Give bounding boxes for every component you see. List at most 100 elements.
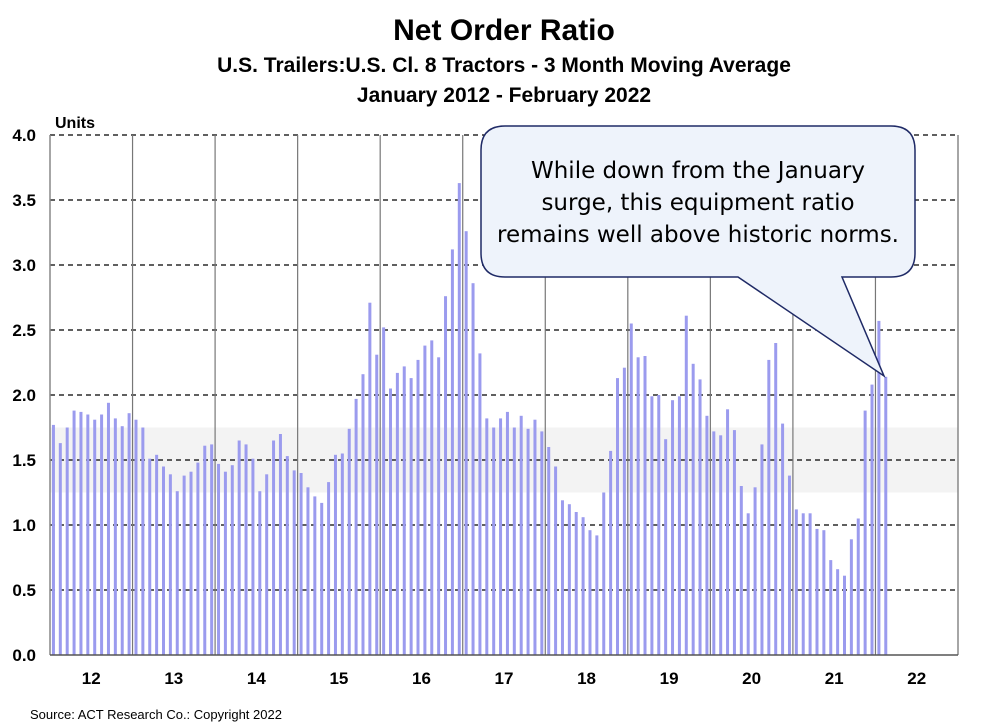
bar-18-1 — [547, 447, 551, 655]
bar-17-7 — [505, 411, 509, 655]
bar-20-10 — [774, 343, 778, 655]
callout-text: surge, this equipment ratio — [541, 190, 854, 216]
bar-21-9 — [849, 539, 853, 655]
bar-14-7 — [258, 491, 262, 655]
bar-16-4 — [402, 366, 406, 655]
bar-17-6 — [499, 418, 503, 655]
bar-16-7 — [423, 345, 427, 655]
bar-18-11 — [616, 378, 619, 655]
x-tick-label: 20 — [742, 669, 761, 688]
bar-21-10 — [856, 518, 860, 655]
bar-18-6 — [581, 517, 585, 655]
bar-20-2 — [719, 435, 723, 655]
y-tick-label: 2.5 — [12, 321, 36, 340]
bar-16-12 — [457, 183, 461, 655]
bar-20-5 — [739, 486, 743, 655]
bar-15-7 — [340, 453, 344, 655]
bar-18-9 — [602, 492, 606, 655]
bar-14-6 — [251, 458, 255, 655]
bar-19-2 — [636, 357, 640, 655]
bar-20-12 — [787, 475, 791, 655]
bar-21-6 — [829, 560, 833, 655]
bar-17-12 — [540, 431, 544, 655]
bar-14-12 — [292, 470, 296, 655]
y-tick-label: 3.0 — [12, 256, 36, 275]
bar-21-8 — [843, 575, 846, 655]
bar-17-2 — [471, 283, 475, 655]
bar-13-5 — [162, 466, 165, 655]
bar-12-8 — [100, 414, 104, 655]
bar-13-9 — [189, 471, 193, 655]
bar-19-1 — [629, 323, 633, 655]
bar-14-5 — [244, 444, 248, 655]
bar-15-1 — [299, 473, 303, 655]
bar-13-2 — [141, 427, 145, 655]
bar-18-5 — [574, 512, 578, 655]
bar-17-1 — [464, 231, 468, 655]
y-tick-label: 0.0 — [12, 646, 36, 665]
callout-text: remains well above historic norms. — [497, 222, 899, 248]
y-tick-label: 2.0 — [12, 386, 36, 405]
bar-18-3 — [560, 500, 564, 655]
bar-18-7 — [588, 530, 592, 655]
bar-18-2 — [554, 466, 558, 655]
bar-19-9 — [684, 315, 688, 655]
bar-12-3 — [65, 427, 69, 655]
y-tick-label: 0.5 — [12, 581, 36, 600]
chart-period: January 2012 - February 2022 — [356, 84, 652, 107]
bar-21-7 — [836, 569, 840, 655]
callout-text: While down from the January — [531, 158, 865, 184]
x-tick-label: 14 — [247, 669, 266, 688]
bar-17-8 — [512, 427, 516, 655]
bar-12-7 — [93, 419, 97, 655]
bar-19-7 — [671, 400, 675, 655]
bar-17-9 — [519, 415, 523, 655]
bar-12-5 — [79, 411, 83, 655]
bar-13-8 — [182, 475, 186, 655]
bar-14-4 — [237, 440, 241, 655]
bar-16-9 — [437, 357, 441, 655]
bar-14-11 — [285, 456, 289, 655]
bar-21-2 — [801, 513, 805, 655]
x-tick-label: 17 — [495, 669, 514, 688]
bar-20-11 — [781, 423, 785, 655]
bar-19-8 — [677, 396, 681, 655]
bar-17-5 — [492, 427, 496, 655]
bar-19-3 — [643, 356, 647, 655]
bar-12-1 — [51, 424, 55, 655]
bar-12-2 — [58, 443, 62, 655]
x-tick-label: 13 — [164, 669, 183, 688]
bar-20-9 — [767, 359, 771, 655]
bar-12-11 — [120, 426, 124, 655]
bar-19-12 — [705, 415, 709, 655]
bar-21-12 — [870, 384, 874, 655]
bar-16-2 — [389, 388, 392, 655]
bar-19-10 — [691, 363, 695, 655]
bar-17-10 — [526, 428, 530, 655]
bar-15-12 — [375, 354, 379, 655]
bar-12-9 — [106, 402, 110, 655]
bar-21-4 — [815, 528, 819, 655]
bar-15-5 — [327, 482, 331, 655]
x-tick-label: 16 — [412, 669, 431, 688]
bar-13-1 — [134, 419, 138, 655]
bar-15-9 — [354, 398, 358, 655]
bar-13-3 — [148, 458, 152, 655]
source-note: Source: ACT Research Co.: Copyright 2022 — [30, 707, 282, 722]
bar-20-3 — [726, 409, 730, 655]
bar-17-3 — [478, 353, 482, 655]
y-tick-label: 3.5 — [12, 191, 36, 210]
bar-16-8 — [430, 340, 434, 655]
bar-13-4 — [155, 454, 159, 655]
bar-22-1 — [877, 320, 881, 655]
bar-15-3 — [313, 496, 317, 655]
bar-16-5 — [409, 378, 413, 655]
chart-title: Net Order Ratio — [393, 14, 615, 47]
bar-18-4 — [567, 504, 571, 655]
x-tick-label: 12 — [82, 669, 101, 688]
bar-18-8 — [595, 535, 599, 655]
bar-15-4 — [320, 502, 324, 655]
bar-13-11 — [203, 445, 207, 655]
bar-20-1 — [712, 431, 716, 655]
